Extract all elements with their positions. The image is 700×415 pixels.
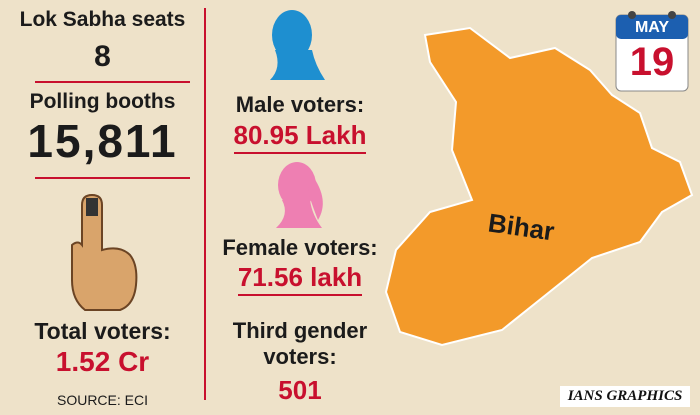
source: SOURCE: ECI: [56, 392, 148, 408]
third-label: voters:: [263, 344, 337, 369]
male-icon: [270, 10, 325, 80]
finger-icon: [71, 193, 138, 311]
calendar-day: 19: [629, 40, 675, 84]
bihar-map: [384, 26, 694, 347]
third-value: 501: [278, 375, 322, 405]
total-label: Total voters:: [34, 318, 171, 344]
seats-value: 8: [94, 40, 111, 73]
female-icon: [276, 162, 323, 228]
booths-value: 15,811: [27, 115, 178, 167]
female-label: Female voters:: [222, 235, 378, 260]
calendar-icon: [615, 11, 689, 92]
female-value: 71.56 lakh: [237, 262, 363, 296]
credit: IANS GRAPHICS: [560, 386, 690, 407]
male-value: 80.95 Lakh: [233, 120, 367, 154]
booths-label: Polling booths: [29, 90, 176, 113]
total-value: 1.52 Cr: [55, 346, 150, 377]
male-label: Male voters:: [235, 92, 365, 117]
seats-label: Lok Sabha seats: [19, 8, 186, 31]
third-label: Third gender: [232, 318, 368, 343]
calendar-month: MAY: [634, 19, 670, 36]
